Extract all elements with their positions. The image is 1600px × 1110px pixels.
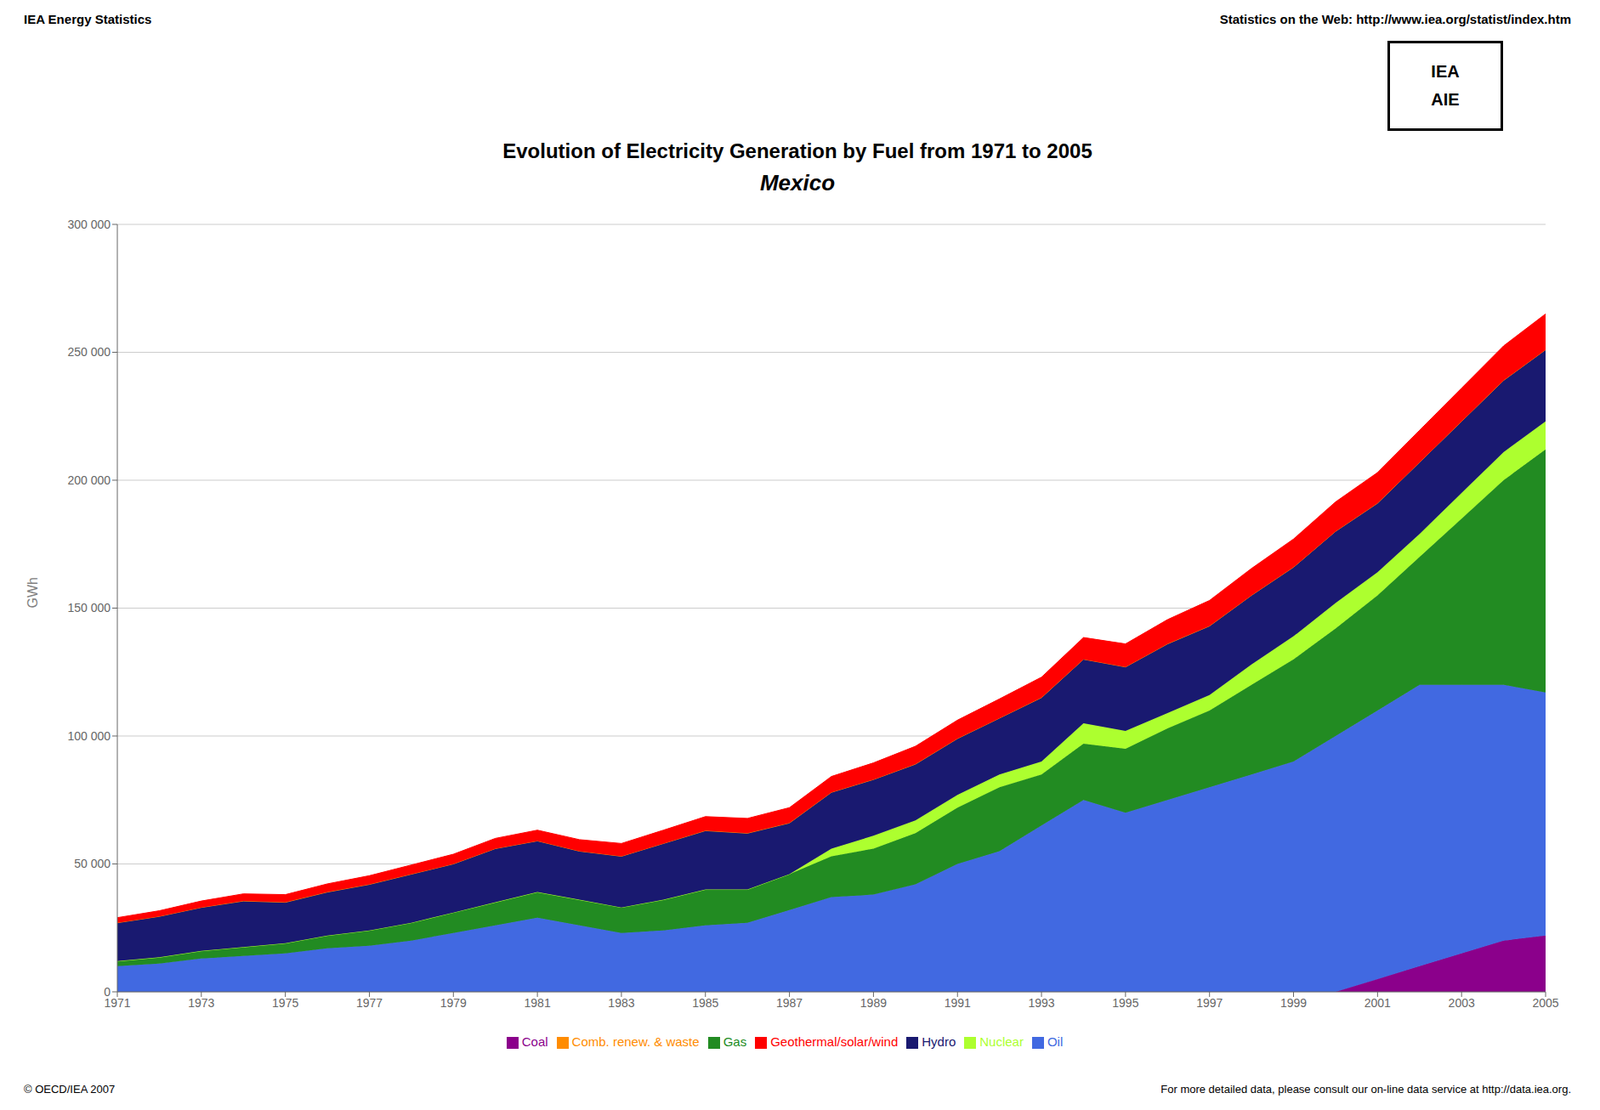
html-text:Gas: Gas bbox=[723, 1034, 747, 1050]
html-text:IEA: IEA bbox=[1431, 62, 1460, 81]
svg-text:1985: 1985 bbox=[692, 996, 719, 1010]
svg-text:1973: 1973 bbox=[187, 996, 215, 1010]
svg-text:250 000: 250 000 bbox=[67, 345, 111, 359]
html-text:Evolution of Electricity Gener: Evolution of Electricity Generation by F… bbox=[502, 139, 1093, 163]
svg-text:1983: 1983 bbox=[607, 996, 635, 1010]
svg-text:1977: 1977 bbox=[356, 996, 383, 1010]
svg-text:1981: 1981 bbox=[524, 996, 551, 1010]
html-text:Coal: Coal bbox=[521, 1034, 549, 1050]
html-text:© OECD/IEA 2007: © OECD/IEA 2007 bbox=[23, 1083, 115, 1096]
html-text:Statistics on the Web: http://: Statistics on the Web: http://www.iea.or… bbox=[1219, 11, 1572, 27]
svg-text:1997: 1997 bbox=[1196, 996, 1223, 1010]
svg-text:1971: 1971 bbox=[104, 996, 131, 1010]
html-text:For more detailed data, please: For more detailed data, please consult o… bbox=[1160, 1083, 1572, 1096]
svg-text:300 000: 300 000 bbox=[67, 217, 111, 232]
svg-text:50 000: 50 000 bbox=[73, 856, 111, 871]
svg-text:1979: 1979 bbox=[440, 996, 467, 1010]
html-text:AIE: AIE bbox=[1431, 90, 1460, 109]
svg-text:GWh: GWh bbox=[25, 577, 40, 608]
svg-text:1991: 1991 bbox=[944, 996, 971, 1010]
svg-text:1999: 1999 bbox=[1280, 996, 1307, 1010]
svg-text:1975: 1975 bbox=[272, 996, 299, 1010]
html-text:IEA Energy Statistics: IEA Energy Statistics bbox=[23, 11, 152, 27]
svg-text:200 000: 200 000 bbox=[67, 473, 111, 488]
html-text:Comb. renew. & waste: Comb. renew. & waste bbox=[571, 1034, 700, 1050]
svg-text:1995: 1995 bbox=[1112, 996, 1139, 1010]
html-text:Geothermal/solar/wind: Geothermal/solar/wind bbox=[770, 1034, 898, 1050]
html-text:Oil: Oil bbox=[1047, 1034, 1063, 1050]
svg-text:1987: 1987 bbox=[776, 996, 803, 1010]
html-text:Mexico: Mexico bbox=[759, 170, 835, 196]
html-text:Hydro: Hydro bbox=[921, 1034, 956, 1050]
svg-text:1989: 1989 bbox=[860, 996, 887, 1010]
html-text:Nuclear: Nuclear bbox=[979, 1034, 1024, 1050]
svg-text:0: 0 bbox=[103, 985, 111, 999]
svg-text:2005: 2005 bbox=[1531, 996, 1559, 1010]
svg-text:2001: 2001 bbox=[1364, 996, 1391, 1010]
svg-text:2003: 2003 bbox=[1448, 996, 1476, 1010]
svg-text:1993: 1993 bbox=[1027, 996, 1055, 1010]
svg-text:100 000: 100 000 bbox=[67, 729, 111, 744]
svg-text:150 000: 150 000 bbox=[67, 601, 111, 615]
